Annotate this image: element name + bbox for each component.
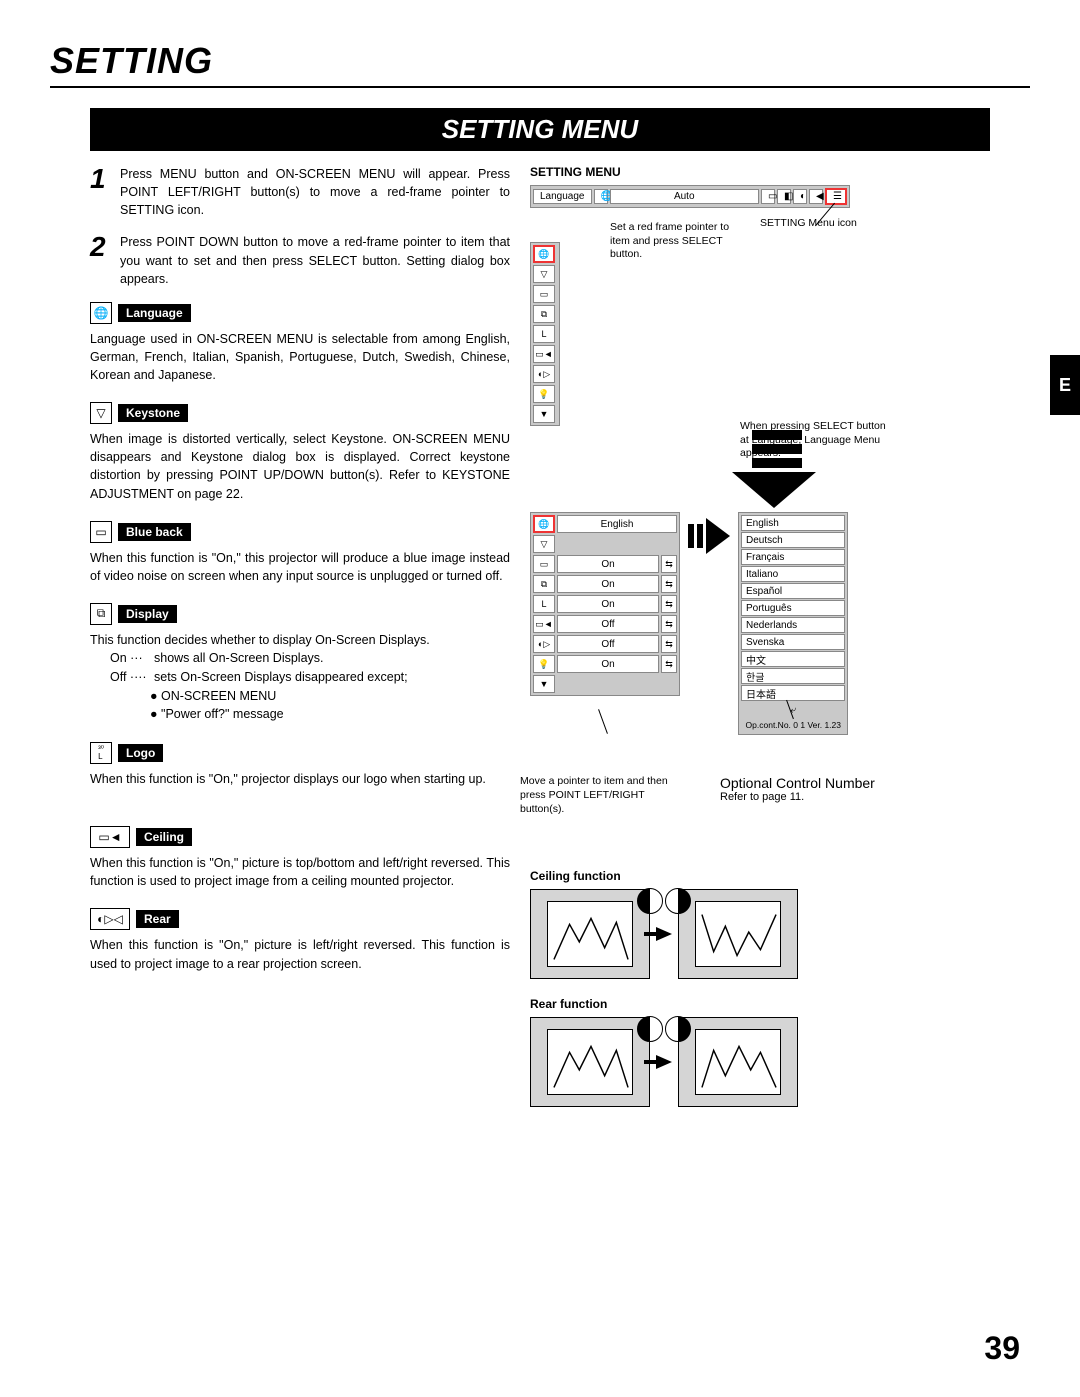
menu-icon: ▭: [761, 189, 775, 204]
feature-label: Ceiling: [136, 828, 192, 846]
keystone-icon: ▽: [90, 402, 112, 424]
feature-display: ⧉ Display This function decides whether …: [90, 603, 510, 724]
feature-keystone: ▽ Keystone When image is distorted verti…: [90, 402, 510, 503]
lang-item: Português: [741, 600, 845, 616]
panel-icon: 🌐: [533, 245, 555, 263]
lang-item: Español: [741, 583, 845, 599]
feature-label: Display: [118, 605, 177, 623]
feature-ceiling: ▭◄ Ceiling When this function is "On," p…: [90, 826, 510, 890]
callout-pointer: Move a pointer to item and then press PO…: [520, 775, 680, 816]
right-arrow-icon: [688, 518, 730, 554]
side-tab: E: [1050, 355, 1080, 415]
page-number: 39: [984, 1330, 1020, 1367]
bullet-item: "Power off?" message: [150, 705, 510, 724]
feature-label: Rear: [136, 910, 179, 928]
globe-icon: 🌐: [90, 302, 112, 324]
lang-item: Français: [741, 549, 845, 565]
feature-body: When this function is "On," projector di…: [90, 770, 510, 788]
ceiling-function-title: Ceiling function: [530, 869, 1030, 883]
lang-item: English: [741, 515, 845, 531]
ceiling-icon: ▭◄: [90, 826, 130, 848]
step-number: 1: [90, 165, 120, 219]
step-2: 2 Press POINT DOWN button to move a red-…: [90, 233, 510, 287]
display-on-text: shows all On-Screen Displays.: [154, 649, 324, 668]
arrow-icon: [656, 927, 672, 941]
feature-label: Keystone: [118, 404, 188, 422]
optional-control-ref: Refer to page 11.: [720, 791, 1030, 803]
display-icon: ⧉: [90, 603, 112, 625]
lang-item: Italiano: [741, 566, 845, 582]
menu-icon: ◐: [793, 189, 807, 204]
settings-panel: 🌐English ▽ ▭On⇆ ⧉On⇆ LOn⇆ ▭◄Off⇆ ◐▷Off⇆ …: [530, 512, 680, 696]
rear-icon: ◐▷◁: [90, 908, 130, 930]
callout-setting-icon: SETTING Menu icon: [760, 217, 857, 231]
feature-rear: ◐▷◁ Rear When this function is "On," pic…: [90, 908, 510, 972]
panel-icon: ◐▷: [533, 365, 555, 383]
language-list-panel: English Deutsch Français Italiano Españo…: [738, 512, 848, 735]
panel-icon: ⧉: [533, 305, 555, 323]
callout-language-menu: When pressing SELECT button at Language,…: [740, 420, 890, 461]
right-column: SETTING MENU Language 🌐 Auto ▭ ◧ ◐ ◀ ☰ S…: [520, 165, 1030, 1125]
lang-item: 한글: [741, 668, 845, 684]
panel-icon: ▭◄: [533, 345, 555, 363]
bullet-item: ON-SCREEN MENU: [150, 687, 510, 706]
display-off-text: sets On-Screen Displays disappeared exce…: [154, 668, 408, 687]
lang-item: Svenska: [741, 634, 845, 650]
panel-icon: ▽: [533, 265, 555, 283]
section-banner: SETTING MENU: [90, 108, 990, 151]
arrow-icon: [656, 1055, 672, 1069]
feature-label: Logo: [118, 744, 163, 762]
menu-icon: 🌐: [594, 189, 608, 204]
feature-label: Language: [118, 304, 191, 322]
feature-body: Language used in ON-SCREEN MENU is selec…: [90, 330, 510, 384]
step-number: 2: [90, 233, 120, 287]
vertical-icon-panel: 🌐 ▽ ▭ ⧉ L ▭◄ ◐▷ 💡 ▼: [530, 242, 560, 426]
logo-icon: ³⁰L: [90, 742, 112, 764]
lang-item: Deutsch: [741, 532, 845, 548]
page-title: SETTING: [50, 40, 1030, 82]
feature-label: Blue back: [118, 523, 191, 541]
feature-body: When this function is "On," picture is t…: [90, 854, 510, 890]
rear-function-diagram: [530, 1017, 1030, 1107]
callout-red-frame: Set a red frame pointer to item and pres…: [610, 221, 730, 262]
rear-function-title: Rear function: [530, 997, 1030, 1011]
menu-language-cell: Language: [533, 189, 592, 204]
blueback-icon: ▭: [90, 521, 112, 543]
feature-body: When this function is "On," picture is l…: [90, 936, 510, 972]
horizontal-rule: [50, 86, 1030, 88]
menu-bar: Language 🌐 Auto ▭ ◧ ◐ ◀ ☰: [530, 185, 850, 208]
step-1: 1 Press MENU button and ON-SCREEN MENU w…: [90, 165, 510, 219]
step-text: Press MENU button and ON-SCREEN MENU wil…: [120, 165, 510, 219]
menu-auto-cell: Auto: [610, 189, 760, 204]
menu-setting-icon: ☰: [825, 188, 847, 205]
lang-item: 中文: [741, 651, 845, 667]
right-title: SETTING MENU: [530, 165, 1030, 179]
left-column: 1 Press MENU button and ON-SCREEN MENU w…: [50, 165, 510, 1125]
optional-control-title: Optional Control Number: [720, 775, 1030, 791]
step-text: Press POINT DOWN button to move a red-fr…: [120, 233, 510, 287]
ceiling-function-diagram: [530, 889, 1030, 979]
feature-body: When image is distorted vertically, sele…: [90, 430, 510, 503]
panel-icon: ▭: [533, 285, 555, 303]
feature-blueback: ▭ Blue back When this function is "On," …: [90, 521, 510, 585]
menu-icon: ◧: [777, 189, 791, 204]
lang-item: 日本語: [741, 685, 845, 701]
panel-icon: ▼: [533, 405, 555, 423]
feature-body: This function decides whether to display…: [90, 631, 510, 649]
lang-footer: Op.cont.No. 0 1 Ver. 1.23: [741, 719, 845, 732]
menu-icon: ◀: [809, 189, 823, 204]
feature-logo: ³⁰L Logo When this function is "On," pro…: [90, 742, 510, 788]
panel-icon: L: [533, 325, 555, 343]
feature-language: 🌐 Language Language used in ON-SCREEN ME…: [90, 302, 510, 384]
panel-icon: 💡: [533, 385, 555, 403]
lang-item: Nederlands: [741, 617, 845, 633]
feature-body: When this function is "On," this project…: [90, 549, 510, 585]
